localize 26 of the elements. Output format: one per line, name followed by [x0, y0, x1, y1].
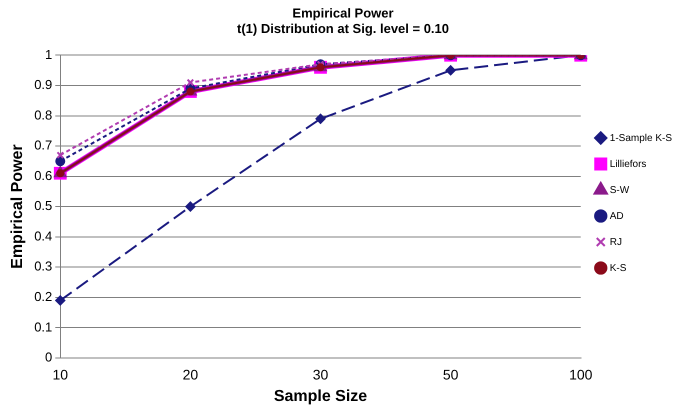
- x-tick-label: 100: [569, 366, 593, 382]
- x-tick-label: 10: [52, 366, 68, 382]
- y-tick-label: 0.9: [34, 77, 52, 92]
- y-tick-label: 0.2: [34, 289, 52, 304]
- y-tick-label: 0: [45, 350, 52, 365]
- y-tick-label: 0.6: [34, 168, 52, 183]
- y-tick-label: 0.3: [34, 258, 52, 274]
- legend-label: S-W: [610, 184, 630, 196]
- x-tick-label: 30: [312, 366, 329, 382]
- y-tick-label: 0.8: [34, 107, 52, 122]
- legend-label: Lilliefors: [610, 158, 646, 170]
- y-axis-title: Empirical Power: [9, 144, 26, 269]
- legend-label: 1-Sample K-S: [610, 132, 672, 144]
- x-tick-label: 20: [182, 366, 198, 382]
- y-tick-label: 1: [45, 46, 52, 62]
- y-tick-label: 0.5: [34, 198, 52, 214]
- legend-label: RJ: [610, 236, 622, 248]
- x-axis-title: Sample Size: [274, 388, 368, 405]
- y-tick-label: 0.1: [34, 319, 52, 334]
- legend-label: K-S: [610, 262, 627, 274]
- chart-subtitle: t(1) Distribution at Sig. level = 0.10: [236, 20, 450, 36]
- legend-label: AD: [610, 210, 624, 222]
- y-tick-label: 0.7: [34, 138, 52, 153]
- x-tick-label: 50: [442, 366, 459, 382]
- chart-title: Empirical Power: [292, 5, 394, 20]
- y-tick-label: 0.4: [34, 228, 52, 244]
